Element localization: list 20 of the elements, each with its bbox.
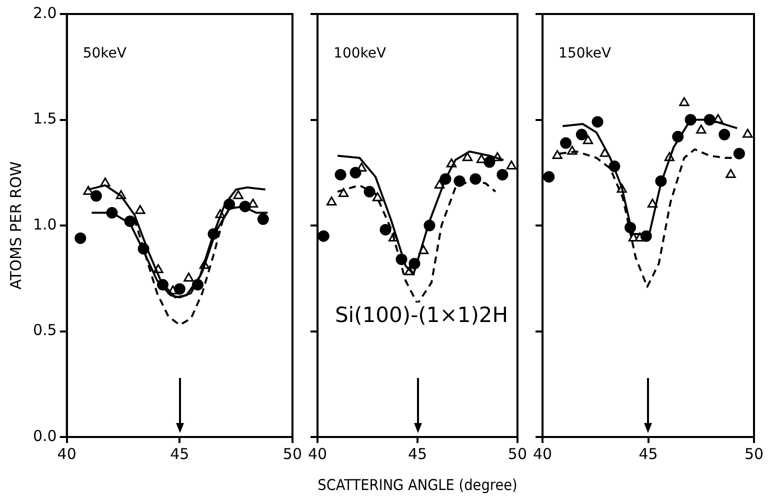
x-axis-title: SCATTERING ANGLE (degree) (318, 477, 518, 494)
annotation: 50keV (82, 46, 127, 62)
x-tick-label: 45 (408, 444, 428, 463)
y-tick-label: 2.0 (32, 4, 57, 22)
x-tick-label: 45 (170, 444, 190, 463)
y-axis-title: ATOMS PER ROW (6, 161, 25, 290)
y-tick-label: 0.0 (32, 426, 57, 445)
y-tick-label: 1.5 (32, 110, 57, 128)
annotation: 150keV (558, 46, 612, 62)
x-tick-label: 40 (57, 444, 76, 463)
annotation: Si(100)-(1×1)2H (334, 302, 508, 327)
x-tick-label: 50 (508, 444, 528, 463)
x-tick-label: 40 (532, 444, 552, 463)
x-tick-label: 50 (282, 444, 302, 463)
x-tick-label: 50 (744, 444, 764, 463)
y-tick-label: 1.0 (32, 215, 57, 234)
annotation: 100keV (334, 46, 386, 62)
x-tick-label: 40 (308, 444, 328, 463)
x-tick-label: 45 (638, 444, 658, 463)
y-tick-label: 0.5 (32, 321, 57, 340)
